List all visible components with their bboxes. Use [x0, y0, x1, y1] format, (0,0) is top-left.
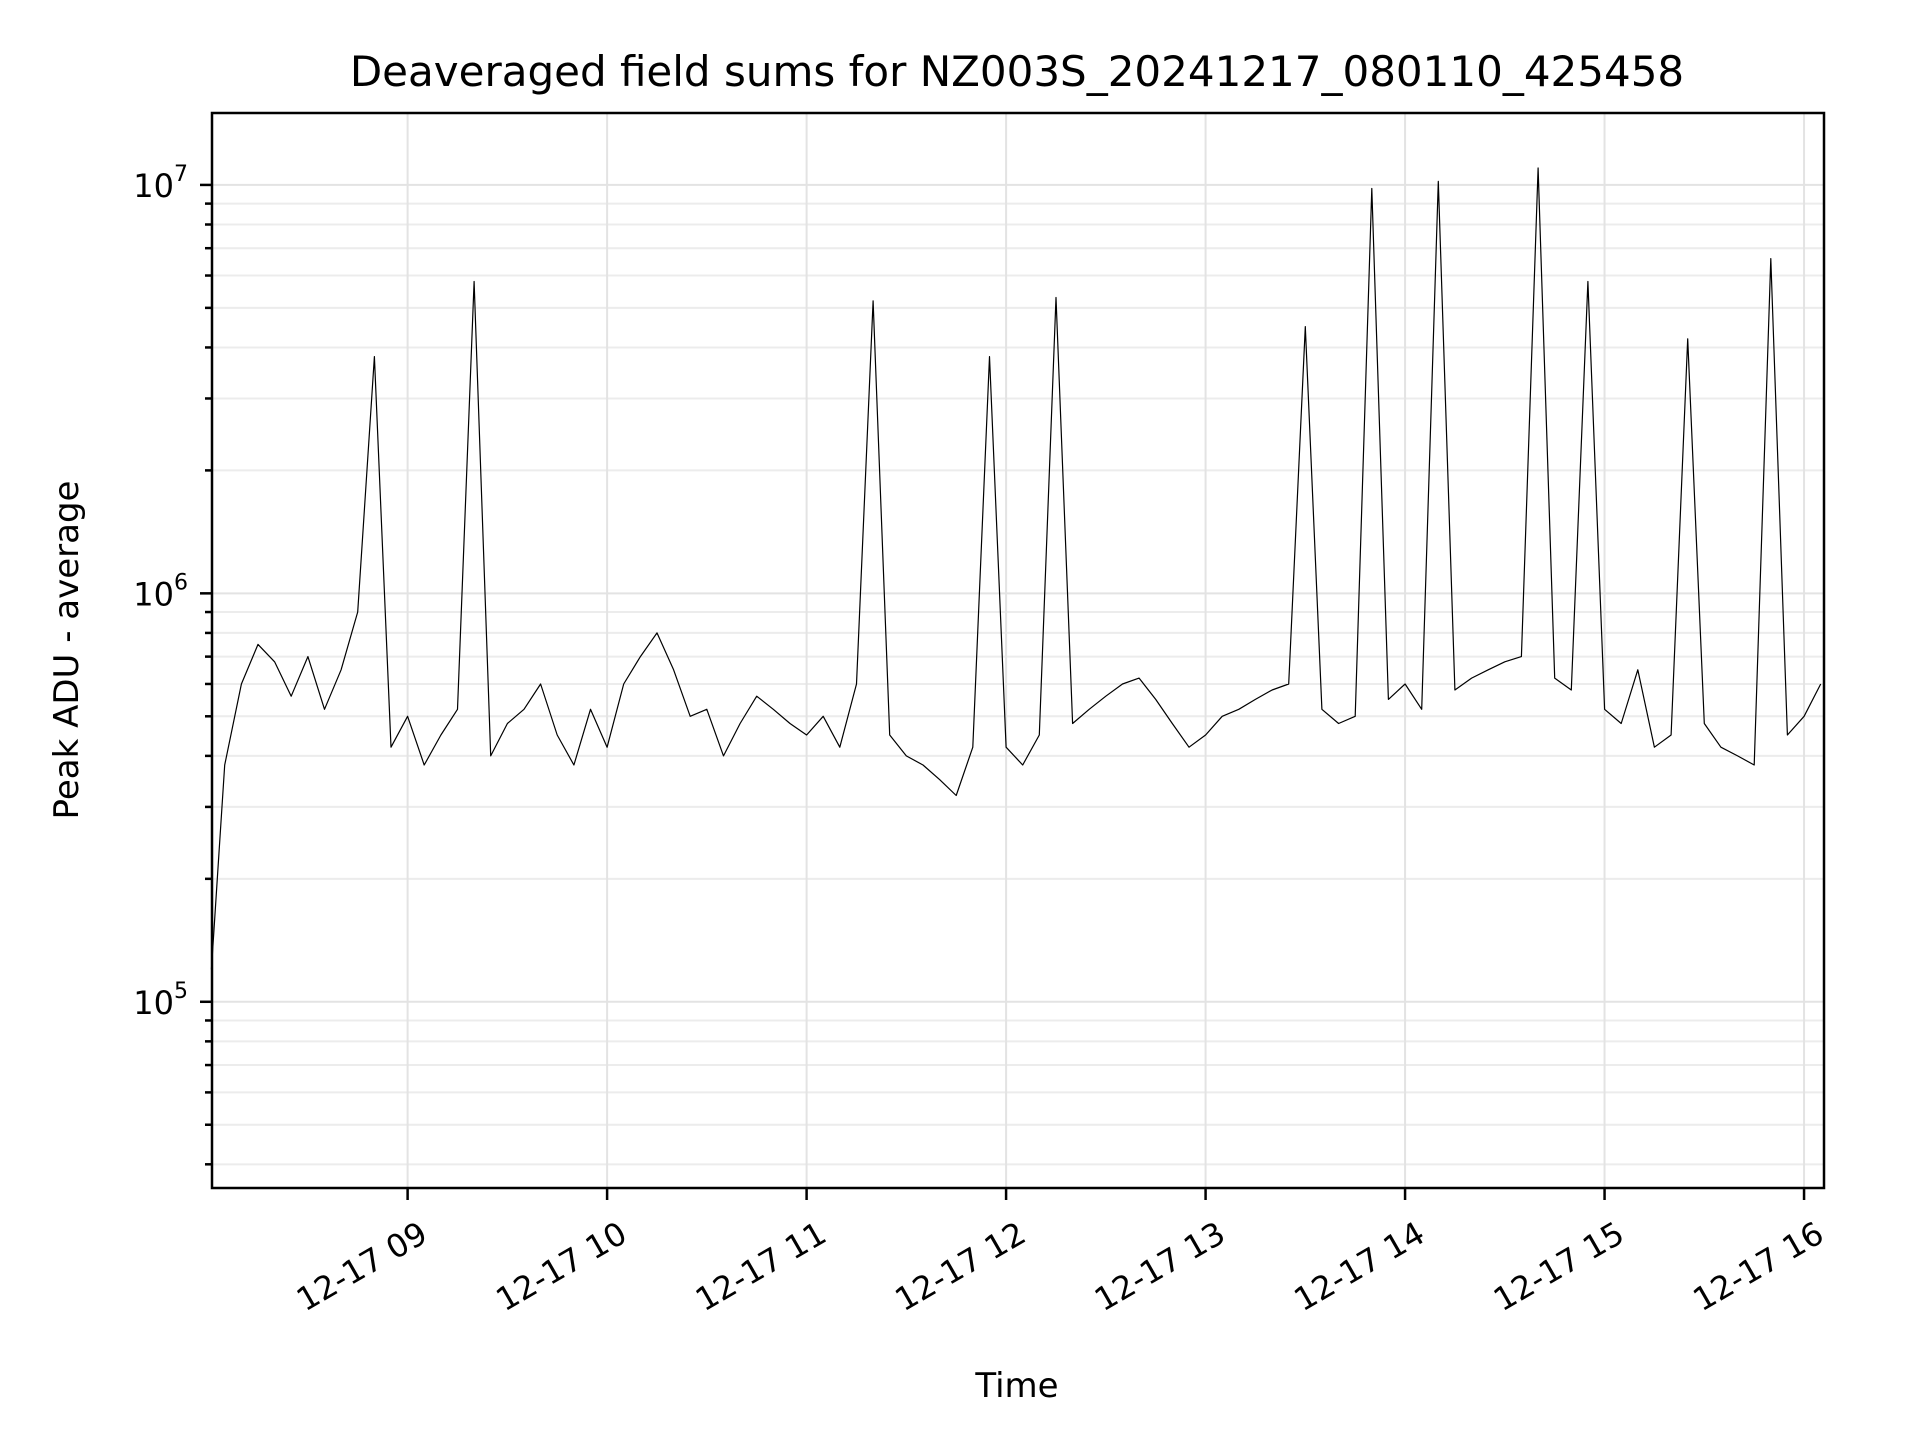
y-tick-base: 10	[133, 167, 174, 205]
y-tick-base: 10	[133, 984, 174, 1022]
y-tick-label: 105	[133, 979, 188, 1022]
y-tick-exponent: 6	[174, 570, 188, 595]
y-tick-label: 106	[133, 570, 188, 613]
series-layer	[210, 167, 1822, 970]
chart-title: Deaveraged field sums for NZ003S_2024121…	[350, 47, 1684, 96]
plot-frame	[210, 111, 1826, 1190]
y-axis-label: Peak ADU - average	[47, 481, 87, 820]
series-line	[210, 167, 1822, 970]
y-tick-label: 107	[133, 162, 188, 205]
y-tick-exponent: 7	[174, 162, 188, 187]
grid	[212, 113, 1824, 1188]
y-tick-base: 10	[133, 575, 174, 613]
y-tick-exponent: 5	[174, 979, 188, 1004]
x-axis-label: Time	[974, 1366, 1058, 1406]
